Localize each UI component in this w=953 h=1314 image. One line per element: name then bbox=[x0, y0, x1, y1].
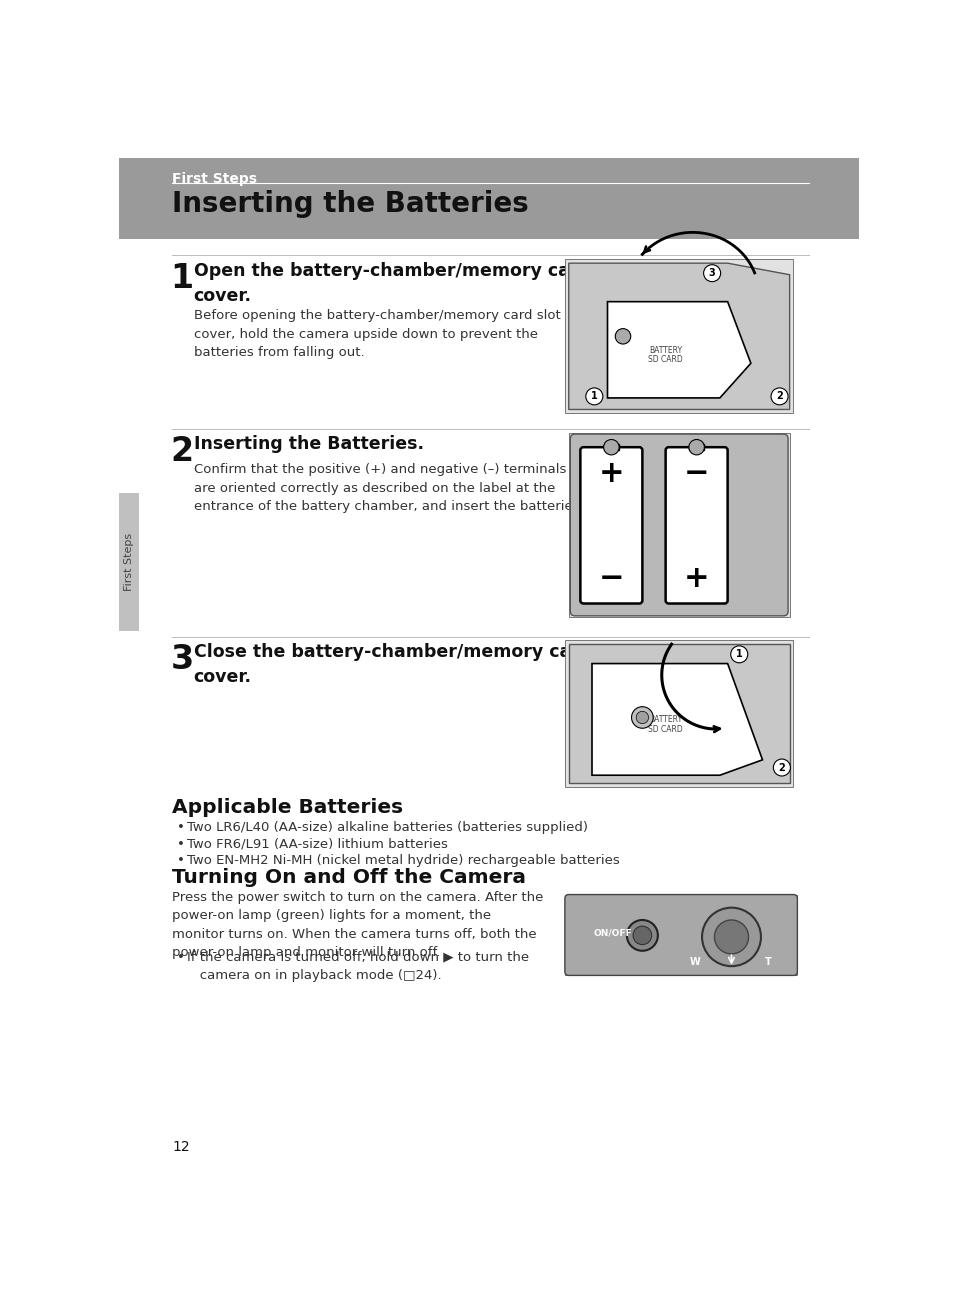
Text: •: • bbox=[176, 951, 184, 963]
Text: SD CARD: SD CARD bbox=[648, 355, 682, 364]
Text: 3: 3 bbox=[708, 268, 715, 279]
Circle shape bbox=[615, 328, 630, 344]
Text: 3: 3 bbox=[171, 643, 193, 675]
Bar bbox=[688, 444, 703, 451]
Bar bbox=[119, 158, 858, 239]
Circle shape bbox=[730, 646, 747, 662]
Bar bbox=[564, 259, 793, 414]
Circle shape bbox=[636, 711, 648, 724]
Polygon shape bbox=[592, 664, 761, 775]
Polygon shape bbox=[607, 302, 750, 398]
Text: BATTERY: BATTERY bbox=[648, 715, 681, 724]
Circle shape bbox=[626, 920, 658, 951]
Bar bbox=[564, 640, 793, 787]
Circle shape bbox=[585, 388, 602, 405]
Text: Before opening the battery-chamber/memory card slot
cover, hold the camera upsid: Before opening the battery-chamber/memor… bbox=[193, 309, 559, 359]
FancyBboxPatch shape bbox=[665, 447, 727, 603]
Text: 2: 2 bbox=[171, 435, 193, 468]
FancyBboxPatch shape bbox=[579, 447, 641, 603]
Circle shape bbox=[631, 707, 653, 728]
Text: W: W bbox=[689, 957, 700, 967]
Text: Two LR6/L40 (AA-size) alkaline batteries (batteries supplied): Two LR6/L40 (AA-size) alkaline batteries… bbox=[187, 821, 588, 834]
Text: Two FR6/L91 (AA-size) lithium batteries: Two FR6/L91 (AA-size) lithium batteries bbox=[187, 837, 448, 850]
Circle shape bbox=[770, 388, 787, 405]
Text: •: • bbox=[176, 837, 184, 850]
Text: −: − bbox=[598, 565, 623, 594]
Text: If the camera is turned off, hold down ▶ to turn the
   camera on in playback mo: If the camera is turned off, hold down ▶… bbox=[187, 951, 529, 983]
Circle shape bbox=[688, 439, 703, 455]
Text: Two EN-MH2 Ni-MH (nickel metal hydride) rechargeable batteries: Two EN-MH2 Ni-MH (nickel metal hydride) … bbox=[187, 854, 619, 867]
Text: SD CARD: SD CARD bbox=[648, 724, 682, 733]
Text: Applicable Batteries: Applicable Batteries bbox=[172, 799, 403, 817]
Text: BATTERY: BATTERY bbox=[648, 346, 681, 355]
Circle shape bbox=[701, 908, 760, 966]
Circle shape bbox=[773, 759, 790, 777]
Text: 2: 2 bbox=[778, 762, 784, 773]
Text: Press the power switch to turn on the camera. After the
power-on lamp (green) li: Press the power switch to turn on the ca… bbox=[172, 891, 543, 959]
Circle shape bbox=[714, 920, 748, 954]
Text: First Steps: First Steps bbox=[172, 172, 256, 185]
Text: •: • bbox=[176, 821, 184, 834]
Text: 2: 2 bbox=[776, 392, 782, 401]
Text: Turning On and Off the Camera: Turning On and Off the Camera bbox=[172, 867, 525, 887]
Text: Open the battery-chamber/memory card slot
cover.: Open the battery-chamber/memory card slo… bbox=[193, 261, 633, 305]
Text: •: • bbox=[176, 854, 184, 867]
Text: +: + bbox=[683, 565, 709, 594]
FancyBboxPatch shape bbox=[564, 895, 797, 975]
Text: +: + bbox=[598, 459, 623, 487]
Text: Close the battery-chamber/memory card slot
cover.: Close the battery-chamber/memory card sl… bbox=[193, 643, 634, 686]
Text: T: T bbox=[763, 957, 770, 967]
Circle shape bbox=[703, 264, 720, 281]
Bar bbox=[603, 444, 618, 451]
Text: Confirm that the positive (+) and negative (–) terminals
are oriented correctly : Confirm that the positive (+) and negati… bbox=[193, 464, 583, 514]
Bar bbox=[119, 493, 138, 631]
Text: 1: 1 bbox=[735, 649, 741, 660]
Text: Inserting the Batteries.: Inserting the Batteries. bbox=[193, 435, 423, 453]
Circle shape bbox=[603, 439, 618, 455]
Text: First Steps: First Steps bbox=[124, 533, 133, 591]
Bar bbox=[564, 895, 797, 975]
Text: 1: 1 bbox=[171, 261, 193, 294]
FancyBboxPatch shape bbox=[570, 434, 787, 616]
Text: ON/OFF: ON/OFF bbox=[593, 929, 632, 938]
Bar bbox=[568, 432, 789, 618]
Polygon shape bbox=[568, 263, 789, 410]
Text: −: − bbox=[683, 459, 709, 487]
Circle shape bbox=[633, 926, 651, 945]
Text: 1: 1 bbox=[590, 392, 598, 401]
Text: Inserting the Batteries: Inserting the Batteries bbox=[172, 191, 528, 218]
Text: 12: 12 bbox=[172, 1141, 190, 1154]
Polygon shape bbox=[568, 644, 789, 783]
